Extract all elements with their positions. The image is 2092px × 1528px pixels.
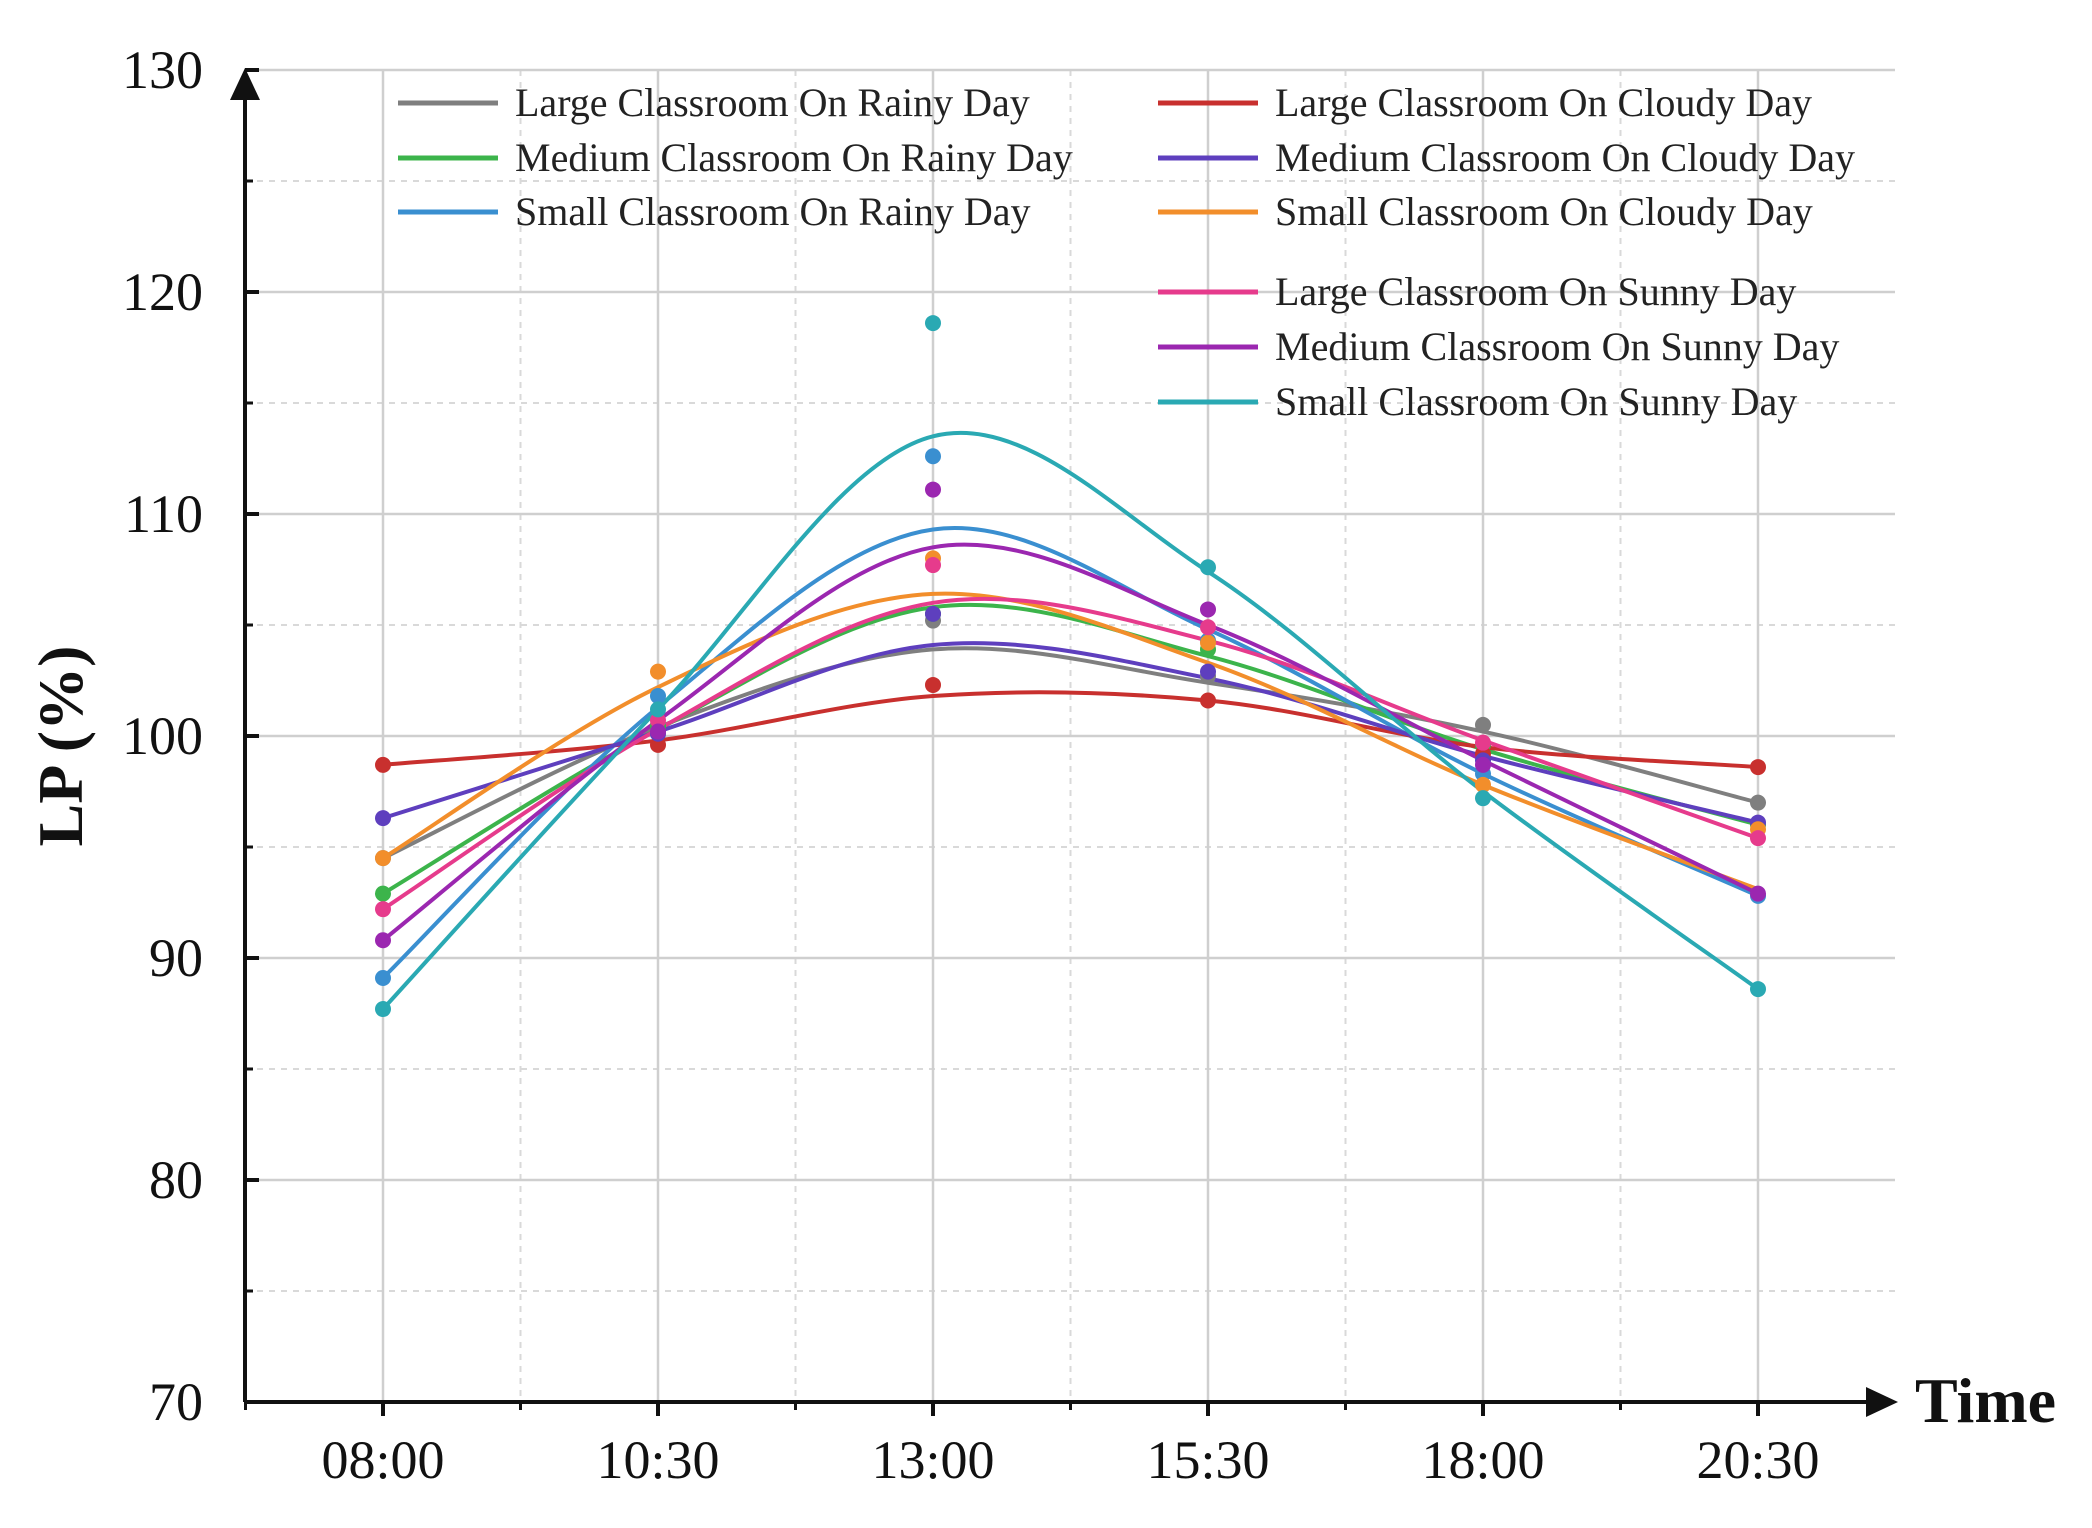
- y-tick-label: 70: [149, 1372, 203, 1432]
- data-point: [1475, 790, 1491, 807]
- data-point: [375, 756, 391, 773]
- data-point: [925, 676, 941, 693]
- data-point: [1200, 619, 1216, 636]
- data-point: [1750, 759, 1766, 776]
- data-point: [1200, 692, 1216, 709]
- y-axis-arrow-icon: [230, 68, 260, 100]
- data-point: [1475, 756, 1491, 773]
- data-point: [375, 850, 391, 867]
- data-point: [1750, 885, 1766, 902]
- legend-label: Large Classroom On Rainy Day: [515, 80, 1030, 125]
- data-point: [650, 723, 666, 740]
- legend-label: Large Classroom On Sunny Day: [1275, 269, 1796, 314]
- series-points: [375, 315, 1766, 1018]
- data-point: [925, 315, 941, 332]
- data-point: [925, 557, 941, 574]
- data-point: [650, 701, 666, 718]
- series-line-5: [381, 641, 1760, 825]
- y-tick-label: 80: [149, 1150, 203, 1210]
- series-line-3: [381, 526, 1760, 980]
- legend-label: Small Classroom On Cloudy Day: [1275, 189, 1813, 234]
- y-tick-label: 120: [122, 262, 203, 322]
- data-point: [1475, 734, 1491, 751]
- data-point: [1475, 776, 1491, 793]
- data-point: [1200, 663, 1216, 680]
- x-axis-title: Time: [1915, 1365, 2056, 1436]
- data-point: [1475, 716, 1491, 733]
- data-point: [375, 1001, 391, 1018]
- legend: Large Classroom On Rainy Day Medium Class…: [398, 80, 1855, 424]
- series-line-9: [381, 430, 1760, 1012]
- x-axis-arrow-icon: [1866, 1387, 1898, 1417]
- x-tick-label: 18:00: [1421, 1430, 1544, 1490]
- series-line-8: [381, 542, 1760, 943]
- data-point: [1200, 634, 1216, 651]
- data-point: [925, 605, 941, 622]
- data-point: [925, 448, 941, 465]
- data-point: [650, 688, 666, 705]
- data-point: [375, 885, 391, 902]
- data-point: [1200, 559, 1216, 576]
- y-axis-title: LP (%): [25, 646, 96, 847]
- legend-label: Medium Classroom On Cloudy Day: [1275, 135, 1855, 180]
- x-tick-label: 13:00: [871, 1430, 994, 1490]
- data-point: [375, 932, 391, 949]
- x-ticks: 08:00 10:30 13:00 15:30 18:00 20:30: [244, 1402, 1820, 1490]
- x-tick-label: 08:00: [321, 1430, 444, 1490]
- data-point: [1750, 830, 1766, 847]
- data-point: [650, 736, 666, 753]
- data-point: [650, 663, 666, 680]
- y-tick-label: 100: [122, 706, 203, 766]
- x-tick-label: 20:30: [1696, 1430, 1819, 1490]
- legend-label: Small Classroom On Sunny Day: [1275, 379, 1797, 424]
- series-curves: [381, 430, 1760, 1012]
- y-tick-label: 90: [149, 928, 203, 988]
- legend-label: Medium Classroom On Sunny Day: [1275, 324, 1839, 369]
- data-point: [1750, 981, 1766, 998]
- y-ticks: 70 80 90 100 110 120 130: [122, 40, 259, 1432]
- x-tick-label: 10:30: [596, 1430, 719, 1490]
- legend-label: Medium Classroom On Rainy Day: [515, 135, 1073, 180]
- legend-label: Large Classroom On Cloudy Day: [1275, 80, 1812, 125]
- data-point: [925, 481, 941, 498]
- legend-label: Small Classroom On Rainy Day: [515, 189, 1031, 234]
- data-point: [375, 901, 391, 918]
- data-point: [1750, 794, 1766, 811]
- y-tick-label: 130: [122, 40, 203, 100]
- axes: [230, 68, 1898, 1417]
- data-point: [650, 712, 666, 729]
- y-tick-label: 110: [124, 484, 203, 544]
- data-point: [1200, 601, 1216, 618]
- series-line-6: [381, 591, 1760, 892]
- data-point: [375, 969, 391, 986]
- x-tick-label: 15:30: [1146, 1430, 1269, 1490]
- data-point: [375, 810, 391, 827]
